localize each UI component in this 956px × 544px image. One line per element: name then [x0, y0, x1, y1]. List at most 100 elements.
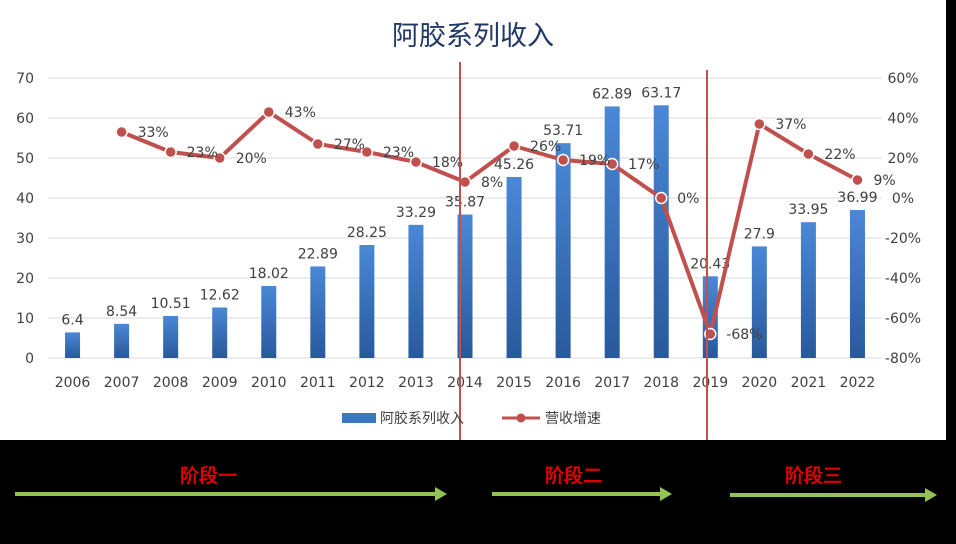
- x-tick-label: 2021: [791, 375, 827, 391]
- x-tick-label: 2012: [349, 375, 385, 391]
- x-tick-label: 2017: [594, 375, 630, 391]
- growth-point: [556, 153, 570, 167]
- bar-data-label: 6.4: [61, 312, 83, 328]
- growth-data-label: 33%: [138, 125, 169, 141]
- chart-title: 阿胶系列收入: [392, 21, 554, 52]
- y-tick-label: 60: [16, 111, 34, 127]
- y2-tick-label: -40%: [885, 271, 921, 287]
- phase-arrow-1: [15, 487, 447, 501]
- x-tick-label: 2007: [104, 375, 140, 391]
- bar: [653, 105, 669, 358]
- growth-data-label: 27%: [334, 137, 365, 153]
- growth-data-label: 22%: [824, 147, 855, 163]
- bar-data-label: 63.17: [641, 85, 681, 101]
- growth-point: [654, 191, 668, 205]
- growth-data-label: 37%: [775, 117, 806, 133]
- chart-panel: 阿胶系列收入 0 10 20 30 40 50 60 70 -80% -60% -40% -20% 0% 2…: [0, 0, 946, 440]
- bar-data-label: 22.89: [298, 246, 338, 262]
- growth-data-label: 23%: [187, 145, 218, 161]
- growth-point: [262, 105, 276, 119]
- growth-point: [458, 175, 472, 189]
- bar: [506, 176, 522, 358]
- x-tick-label: 2018: [643, 375, 679, 391]
- x-tick-label: 2010: [251, 375, 287, 391]
- y2-tick-label: 20%: [887, 151, 918, 167]
- growth-point: [605, 157, 619, 171]
- growth-point: [507, 139, 521, 153]
- legend-line-marker: [516, 413, 526, 423]
- bar: [310, 266, 326, 358]
- phase-arrow-3: [730, 488, 937, 502]
- bar-data-label: 27.9: [744, 226, 775, 242]
- growth-data-label: 8%: [481, 175, 503, 191]
- bar-data-label: 33.29: [396, 205, 436, 221]
- bar-data-label: 33.95: [788, 202, 828, 218]
- growth-data-label: 18%: [432, 155, 463, 171]
- bar-data-label: 53.71: [543, 123, 583, 139]
- bar: [751, 246, 767, 358]
- x-tick-label: 2008: [153, 375, 189, 391]
- bar: [408, 224, 424, 358]
- bar: [114, 323, 130, 358]
- growth-data-label: -68%: [726, 327, 762, 343]
- x-tick-label: 2011: [300, 375, 336, 391]
- legend-bar-swatch: [342, 413, 376, 423]
- growth-point: [360, 145, 374, 159]
- bar-data-label: 36.99: [837, 190, 877, 206]
- legend-bar-label: 阿胶系列收入: [380, 410, 464, 427]
- growth-data-label: 26%: [530, 139, 561, 155]
- legend-line-label: 营收增速: [545, 411, 601, 427]
- bar-data-label: 35.87: [445, 195, 485, 211]
- bar: [359, 245, 375, 358]
- bar-data-label: 18.02: [249, 266, 289, 282]
- y-tick-label: 40: [16, 191, 34, 207]
- growth-point: [753, 117, 766, 131]
- growth-point: [851, 173, 864, 187]
- x-tick-label: 2016: [545, 375, 581, 391]
- growth-point: [802, 147, 815, 161]
- growth-data-label: 0%: [677, 191, 699, 207]
- x-tick-label: 2015: [496, 375, 532, 391]
- x-tick-label: 2014: [447, 375, 483, 391]
- x-tick-label: 2009: [202, 375, 238, 391]
- y2-tick-label: -60%: [885, 311, 921, 327]
- growth-line: [120, 110, 859, 336]
- bar-data-label: 12.62: [200, 288, 240, 304]
- phase-label-3: 阶段三: [785, 465, 843, 487]
- bar: [212, 307, 228, 358]
- growth-point: [213, 151, 226, 165]
- y-tick-label: 0: [25, 351, 34, 367]
- y2-tick-label: 60%: [887, 71, 918, 87]
- bar: [457, 214, 473, 358]
- y-tick-label: 10: [16, 311, 34, 327]
- bar: [65, 332, 81, 358]
- chart-svg: 阿胶系列收入 0 10 20 30 40 50 60 70 -80% -60% -40% -20% 0% 2…: [16, 21, 921, 440]
- growth-data-label: 19%: [579, 153, 610, 169]
- phase-label-2: 阶段二: [545, 465, 603, 487]
- y-tick-label: 20: [16, 271, 34, 287]
- bar: [261, 285, 277, 358]
- bar-data-label: 20.43: [690, 256, 730, 272]
- growth-data-label: 9%: [873, 173, 895, 189]
- bar-data-label: 10.51: [151, 296, 191, 312]
- phase-arrow-2: [492, 487, 672, 501]
- growth-point: [311, 137, 325, 151]
- y2-tick-label: -20%: [885, 231, 921, 247]
- bar: [849, 210, 865, 358]
- growth-data-label: 20%: [236, 151, 267, 167]
- bar: [163, 315, 179, 358]
- phase-label-1: 阶段一: [180, 465, 238, 487]
- bar-data-label: 45.26: [494, 157, 534, 173]
- growth-data-label: 43%: [285, 105, 316, 121]
- bar-data-label: 62.89: [592, 86, 632, 102]
- y-tick-label: 70: [16, 71, 34, 87]
- x-tick-label: 2020: [742, 375, 778, 391]
- growth-point: [164, 145, 177, 159]
- growth-point: [409, 155, 423, 169]
- bar: [555, 143, 571, 358]
- x-tick-label: 2022: [840, 375, 876, 391]
- growth-data-label: 23%: [383, 145, 414, 161]
- bar-data-label: 28.25: [347, 225, 387, 241]
- y-tick-label: 50: [16, 151, 34, 167]
- x-tick-label: 2013: [398, 375, 434, 391]
